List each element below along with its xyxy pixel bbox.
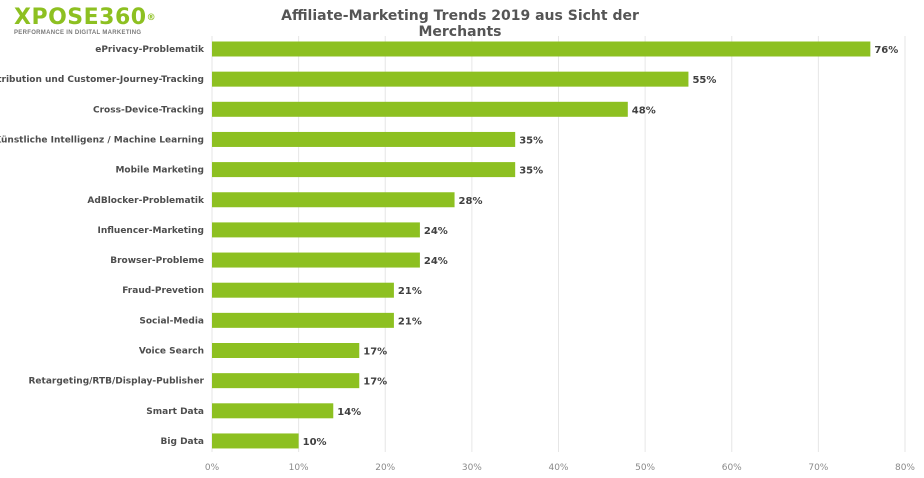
category-label: Retargeting/RTB/Display-Publisher bbox=[29, 377, 205, 387]
x-tick-label: 70% bbox=[808, 463, 828, 473]
x-tick-label: 0% bbox=[205, 463, 220, 473]
category-label: Social-Media bbox=[139, 316, 204, 326]
value-label: 48% bbox=[632, 105, 656, 116]
value-label: 17% bbox=[363, 347, 387, 358]
category-label: Browser-Probleme bbox=[110, 256, 204, 266]
logo-text: XPOSE360® bbox=[14, 5, 157, 30]
category-label: Big Data bbox=[161, 437, 204, 447]
x-tick-label: 40% bbox=[548, 463, 568, 473]
x-tick-label: 80% bbox=[895, 463, 915, 473]
value-label: 76% bbox=[874, 45, 898, 56]
value-label: 10% bbox=[303, 437, 327, 448]
category-label: Cross-Device-Tracking bbox=[93, 105, 204, 115]
bar bbox=[212, 403, 334, 419]
category-label: AdBlocker-Problematik bbox=[87, 196, 205, 206]
bar bbox=[212, 131, 516, 147]
x-tick-label: 60% bbox=[722, 463, 742, 473]
x-tick-label: 30% bbox=[462, 463, 482, 473]
bar bbox=[212, 192, 455, 208]
bar bbox=[212, 343, 360, 358]
category-label: Voice Search bbox=[139, 347, 204, 357]
value-label: 35% bbox=[519, 166, 543, 177]
category-label: Influencer-Marketing bbox=[97, 226, 204, 236]
x-tick-label: 20% bbox=[375, 463, 395, 473]
bar bbox=[212, 433, 299, 449]
value-label: 35% bbox=[519, 135, 543, 146]
bar bbox=[212, 101, 628, 117]
chart-title: Affiliate-Marketing Trends 2019 aus Sich… bbox=[281, 8, 639, 40]
x-tick-label: 10% bbox=[289, 463, 309, 473]
logo-tagline: PERFORMANCE IN DIGITAL MARKETING bbox=[14, 30, 142, 36]
value-label: 14% bbox=[337, 407, 361, 418]
category-label: AI - Künstliche Intelligenz / Machine Le… bbox=[0, 135, 204, 145]
value-label: 28% bbox=[459, 196, 483, 207]
value-label: 21% bbox=[398, 316, 422, 327]
bar bbox=[212, 222, 420, 238]
bar bbox=[212, 312, 394, 328]
category-label: Fraud-Prevetion bbox=[122, 286, 204, 296]
value-label: 24% bbox=[424, 256, 448, 267]
category-label: Mobile Marketing bbox=[115, 166, 204, 176]
bar bbox=[212, 282, 394, 298]
brand-logo: XPOSE360® PERFORMANCE IN DIGITAL MARKETI… bbox=[14, 5, 157, 37]
value-label: 55% bbox=[692, 75, 716, 86]
category-label: Smart Data bbox=[146, 407, 204, 417]
value-label: 24% bbox=[424, 226, 448, 237]
x-tick-label: 50% bbox=[635, 463, 655, 473]
bar bbox=[212, 162, 516, 178]
category-label: ePrivacy-Problematik bbox=[95, 45, 205, 55]
bar bbox=[212, 373, 360, 389]
bar bbox=[212, 71, 689, 87]
value-label: 17% bbox=[363, 377, 387, 388]
value-label: 21% bbox=[398, 286, 422, 297]
category-label: Attribution und Customer-Journey-Trackin… bbox=[0, 75, 204, 85]
bar bbox=[212, 252, 420, 268]
bar bbox=[212, 41, 871, 57]
